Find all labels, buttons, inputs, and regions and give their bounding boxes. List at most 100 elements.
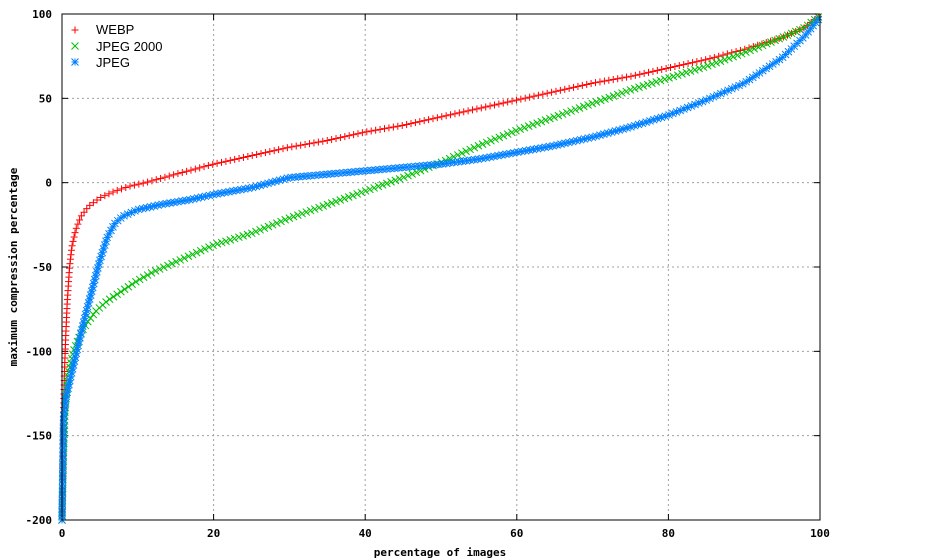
data-point (292, 142, 300, 150)
data-point (653, 66, 661, 74)
data-point (693, 58, 701, 66)
data-point (787, 29, 796, 38)
data-point (387, 178, 395, 186)
data-point (256, 225, 264, 234)
data-point (652, 78, 661, 86)
data-point (71, 229, 79, 237)
data-point (117, 287, 125, 296)
data-point (378, 181, 387, 189)
data-point (758, 41, 767, 50)
data-point (458, 157, 467, 166)
data-point (209, 160, 217, 168)
data-point (157, 174, 165, 182)
data-point (601, 95, 609, 103)
x-tick-label: 20 (207, 527, 220, 540)
data-point (109, 223, 117, 231)
data-point (561, 85, 569, 93)
data-point (779, 33, 788, 41)
data-point (691, 65, 699, 74)
data-point (86, 314, 95, 322)
data-point (143, 271, 152, 279)
data-point (345, 132, 353, 140)
data-point (67, 246, 75, 254)
data-point (660, 75, 669, 84)
data-point (558, 110, 567, 118)
data-point (196, 164, 204, 172)
data-point (69, 237, 77, 245)
data-point (588, 99, 597, 108)
data-point (662, 64, 670, 72)
data-point (524, 122, 533, 131)
data-marks (58, 13, 823, 524)
data-point (771, 36, 779, 45)
data-point (172, 257, 180, 266)
data-point (354, 130, 362, 138)
x-tick-label: 40 (359, 527, 372, 540)
data-point (451, 110, 459, 118)
data-point (596, 96, 605, 105)
data-point (408, 170, 417, 178)
data-point (252, 227, 260, 236)
data-point (626, 86, 635, 94)
data-point (139, 179, 147, 187)
data-point (495, 100, 503, 108)
data-point (678, 70, 686, 78)
data-point (231, 155, 239, 163)
data-point (745, 44, 753, 52)
data-point (453, 151, 462, 159)
data-point (235, 154, 243, 162)
data-point (399, 173, 408, 182)
data-point (556, 86, 564, 94)
data-point (279, 145, 287, 153)
data-point (113, 186, 121, 194)
data-point (470, 143, 479, 152)
data-point (554, 111, 563, 120)
data-point (791, 27, 800, 36)
data-point (495, 133, 504, 142)
data-point (407, 120, 415, 128)
data-point (288, 143, 296, 151)
data-point (144, 178, 152, 186)
data-point (196, 246, 205, 255)
data-point (429, 115, 437, 123)
data-point (605, 76, 613, 84)
data-point (336, 196, 345, 204)
data-point (248, 152, 256, 160)
data-point (613, 90, 622, 99)
data-point (720, 55, 729, 64)
x-tick-label: 80 (662, 527, 675, 540)
data-point (533, 119, 542, 127)
data-point (420, 117, 428, 125)
data-point (640, 69, 648, 77)
data-point (277, 217, 285, 226)
data-point (521, 94, 529, 102)
data-point (767, 38, 775, 46)
data-point (82, 306, 91, 315)
data-point (682, 68, 691, 77)
y-tick-label: -50 (32, 261, 52, 274)
data-point (244, 184, 253, 193)
data-point (68, 242, 76, 250)
data-point (703, 61, 712, 70)
data-point (98, 248, 107, 257)
data-point (425, 116, 433, 124)
data-point (97, 193, 105, 201)
data-point (344, 193, 353, 201)
data-point (631, 71, 639, 79)
data-point (93, 196, 101, 204)
data-point (520, 123, 529, 132)
data-point (105, 190, 113, 198)
data-point (239, 153, 247, 161)
data-point (665, 74, 673, 82)
data-point (161, 173, 169, 181)
data-point (571, 105, 580, 114)
legend-marker-star-icon (71, 58, 79, 66)
data-point (128, 280, 136, 289)
gridlines (61, 13, 821, 521)
data-point (716, 57, 725, 66)
data-point (733, 51, 742, 60)
data-point (209, 190, 218, 199)
data-point (548, 88, 556, 96)
data-point (152, 176, 160, 184)
legend-marker-cross-icon (71, 42, 79, 50)
